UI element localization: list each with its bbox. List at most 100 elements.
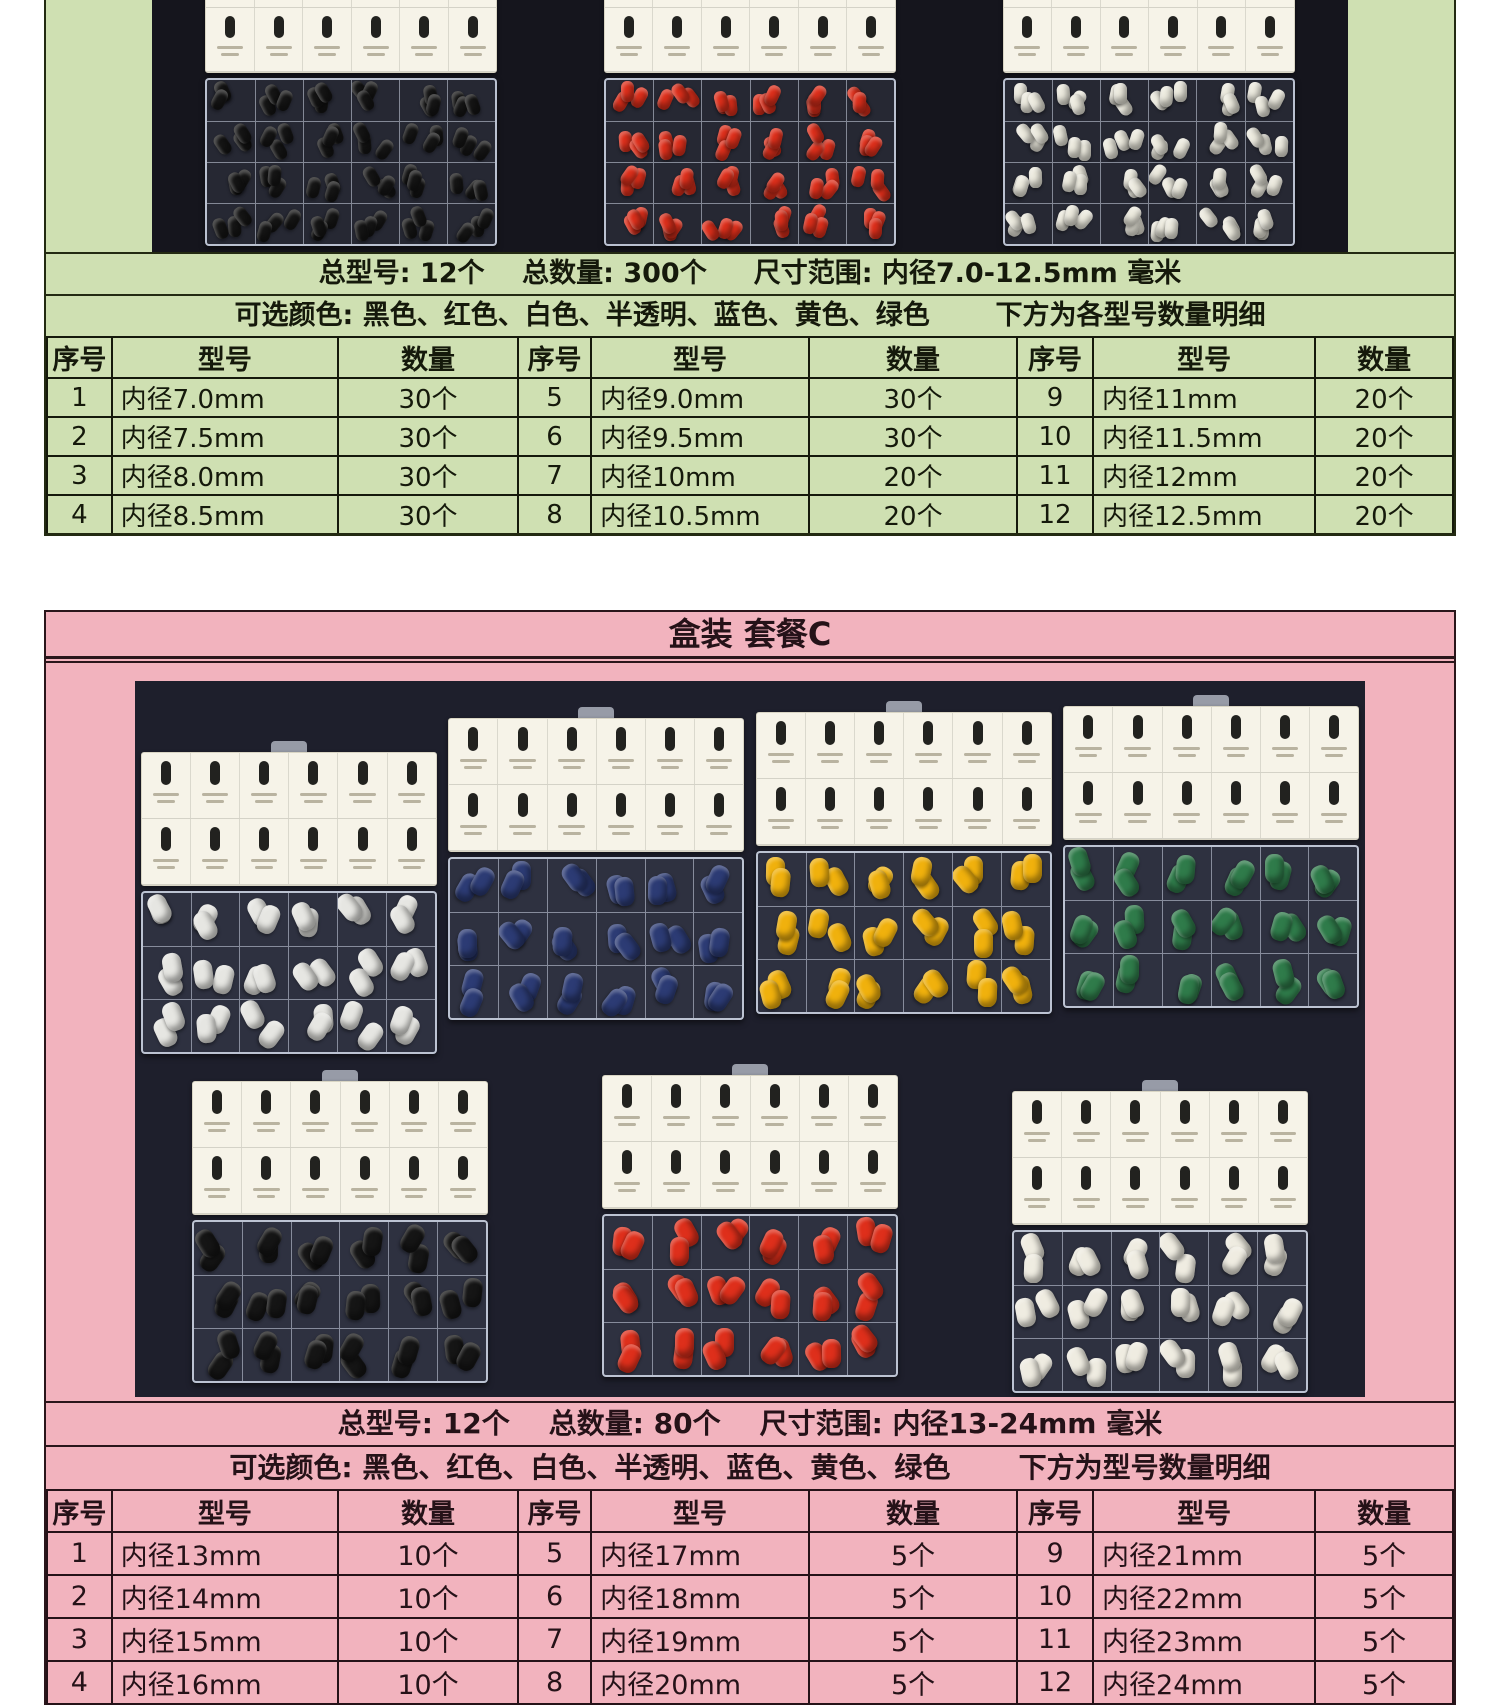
label-line bbox=[613, 1116, 641, 1119]
sample-hole bbox=[923, 721, 934, 745]
card-row bbox=[756, 779, 1051, 845]
label-line bbox=[460, 759, 487, 762]
label-line bbox=[1325, 754, 1344, 757]
sample-hole bbox=[874, 721, 885, 745]
index-cell: 3 bbox=[46, 455, 113, 496]
red-cap bbox=[766, 126, 784, 151]
label-line bbox=[464, 766, 483, 769]
card-cell bbox=[1261, 707, 1311, 772]
label-line bbox=[253, 1188, 280, 1191]
label-line bbox=[255, 800, 274, 803]
yellow-cap bbox=[1001, 909, 1025, 942]
tray-compartment bbox=[1113, 901, 1162, 953]
card-cell bbox=[191, 819, 241, 884]
tray-compartment bbox=[1308, 901, 1357, 953]
model-cell: 内径7.5mm bbox=[110, 416, 340, 457]
tray-compartment bbox=[288, 893, 337, 946]
label-line bbox=[619, 53, 638, 56]
label-line bbox=[349, 859, 376, 862]
label-line bbox=[716, 1189, 735, 1192]
label-line bbox=[314, 46, 341, 49]
label-line bbox=[300, 859, 327, 862]
tray-compartment bbox=[1159, 1286, 1208, 1338]
tray-compartment bbox=[190, 1000, 240, 1052]
tray-compartment bbox=[143, 947, 191, 999]
black-cap bbox=[449, 172, 464, 195]
label-line bbox=[1269, 1132, 1297, 1135]
index-cell: 10 bbox=[1016, 416, 1095, 457]
label-line bbox=[611, 832, 630, 835]
tray-compartment bbox=[903, 907, 952, 959]
label-line bbox=[1066, 53, 1085, 56]
box-clasp bbox=[270, 741, 307, 752]
label-line bbox=[712, 1182, 739, 1185]
card-cell bbox=[1003, 713, 1051, 778]
tray-compartment bbox=[350, 80, 399, 121]
tray-compartment bbox=[1110, 1286, 1160, 1338]
index-cell: 3 bbox=[46, 1617, 113, 1662]
tray-compartment bbox=[854, 960, 903, 1012]
tray-compartment bbox=[337, 1000, 386, 1052]
label-line bbox=[459, 46, 486, 49]
label-line bbox=[771, 760, 790, 763]
tray-row bbox=[143, 893, 435, 946]
model-cell: 内径12.5mm bbox=[1092, 494, 1317, 536]
label-line bbox=[663, 1182, 690, 1185]
label-line bbox=[1171, 1198, 1198, 1201]
label-line bbox=[306, 1195, 325, 1198]
card-cell bbox=[751, 1076, 800, 1141]
label-line bbox=[257, 1129, 276, 1132]
label-line bbox=[400, 1188, 428, 1191]
label-line bbox=[767, 819, 795, 822]
size-label-card bbox=[1012, 1091, 1308, 1225]
sample-hole bbox=[1021, 787, 1032, 811]
tray-compartment bbox=[606, 204, 653, 244]
model-cell: 内径11mm bbox=[1092, 377, 1317, 418]
sample-hole bbox=[1228, 1166, 1239, 1190]
sample-hole bbox=[874, 787, 885, 811]
label-line bbox=[771, 826, 790, 829]
black-cap bbox=[265, 1288, 289, 1320]
column-header: 数量 bbox=[808, 1489, 1019, 1533]
sample-hole bbox=[273, 16, 284, 38]
tray-compartment bbox=[1099, 204, 1148, 244]
sample-hole bbox=[212, 1090, 223, 1114]
card-cell bbox=[904, 779, 954, 844]
label-line bbox=[710, 832, 729, 835]
index-cell: 6 bbox=[516, 416, 593, 457]
label-line bbox=[1275, 820, 1295, 823]
tray-compartment bbox=[1308, 847, 1357, 900]
quantity-cell: 20个 bbox=[1314, 416, 1454, 457]
quantity-cell: 20个 bbox=[1314, 377, 1454, 418]
card-cell bbox=[1198, 8, 1247, 71]
color-options-summary: 可选颜色: 黑色、红色、白色、半透明、蓝色、黄色、绿色 下方为型号数量明细 bbox=[46, 1445, 1454, 1489]
tray-compartment bbox=[350, 204, 399, 244]
tray-row bbox=[1014, 1232, 1306, 1285]
index-cell: 4 bbox=[46, 494, 113, 536]
sample-hole bbox=[259, 827, 270, 851]
card-cell bbox=[757, 713, 806, 778]
card-cell bbox=[1111, 1158, 1161, 1223]
card-row bbox=[1064, 707, 1359, 773]
table-row: 2 内径14mm 10个 6 内径18mm 5个 10 内径22mm 5个 bbox=[46, 1574, 1454, 1619]
sample-hole bbox=[1230, 781, 1241, 805]
tray-row bbox=[1004, 162, 1293, 203]
tray-compartment bbox=[653, 80, 702, 121]
card-row bbox=[206, 8, 497, 72]
card-cell bbox=[1149, 8, 1198, 71]
label-line bbox=[304, 866, 323, 869]
tray-compartment bbox=[1099, 80, 1148, 121]
tray-row bbox=[207, 203, 496, 244]
quantity-cell: 20个 bbox=[1314, 455, 1454, 496]
sample-hole bbox=[714, 727, 725, 751]
white-cap bbox=[1125, 175, 1149, 201]
card-row bbox=[449, 719, 744, 785]
tray-compartment bbox=[1148, 163, 1196, 203]
label-line bbox=[1073, 1198, 1100, 1201]
sample-hole bbox=[818, 1150, 829, 1174]
quantity-cell: 10个 bbox=[337, 1574, 519, 1619]
tray-compartment bbox=[749, 1270, 798, 1322]
tray-compartment bbox=[1196, 122, 1244, 162]
sample-hole bbox=[825, 787, 835, 811]
label-line bbox=[859, 1182, 887, 1185]
